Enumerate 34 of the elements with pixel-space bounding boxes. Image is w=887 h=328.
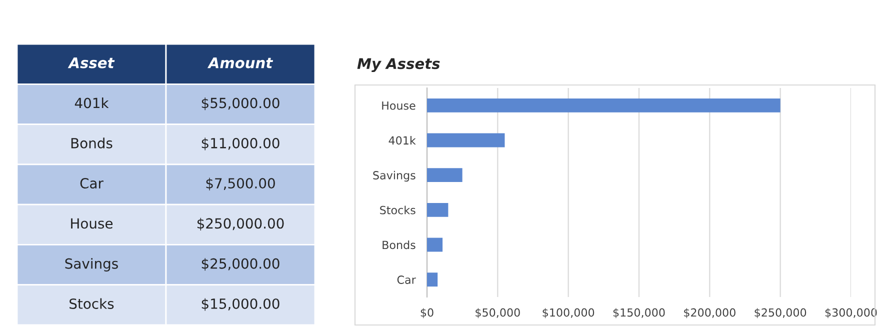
text: Car <box>80 178 104 189</box>
x-tick-label: $50,000 <box>476 308 520 318</box>
x-tick-label: $200,000 <box>684 308 736 318</box>
text: 401k <box>74 97 109 108</box>
y-tick-label: Savings <box>373 170 416 182</box>
bar <box>427 202 448 217</box>
y-tick-label: 401k <box>388 136 416 145</box>
text: $7,500.00 <box>206 178 275 190</box>
bar <box>427 133 505 148</box>
y-tick-label: Car <box>397 276 416 284</box>
y-tick-label: Bonds <box>382 240 416 250</box>
x-tick-label: $250,000 <box>754 308 806 318</box>
x-tick-label: $0 <box>420 308 434 318</box>
x-tick-label: $150,000 <box>613 308 665 318</box>
text: House <box>71 218 113 229</box>
text: $55,000.00 <box>202 97 280 110</box>
bar <box>427 238 443 252</box>
text: $15,000.00 <box>202 298 280 311</box>
x-tick-label: $300,000 <box>825 308 877 318</box>
text: $25,000.00 <box>202 258 280 271</box>
y-tick-label: House <box>382 102 416 110</box>
bar <box>427 168 462 182</box>
category-label: Amount <box>207 57 274 68</box>
bar <box>427 272 438 287</box>
text: Stocks <box>70 298 114 309</box>
category-label: Asset <box>68 57 115 68</box>
y-tick-label: Stocks <box>380 206 416 214</box>
text: Savings <box>65 258 118 272</box>
text: Bonds <box>71 138 112 148</box>
x-tick-label: $100,000 <box>542 308 594 318</box>
bar <box>427 98 780 112</box>
chart-title: My Assets <box>357 58 440 72</box>
text: $11,000.00 <box>202 138 280 150</box>
text: $250,000.00 <box>197 218 284 231</box>
